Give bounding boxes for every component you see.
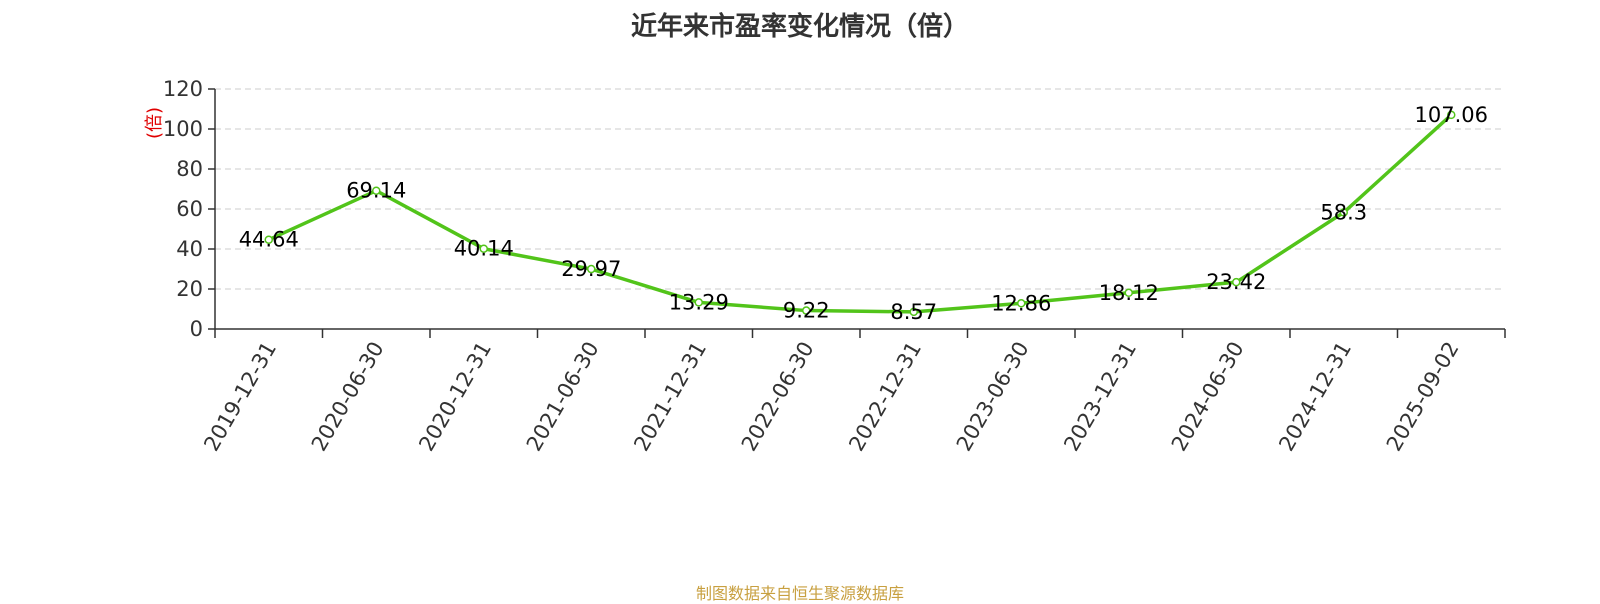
y-tick-label: 120 <box>163 77 203 101</box>
data-label: 9.22 <box>783 299 830 323</box>
x-tick-label: 2021-12-31 <box>629 338 711 456</box>
data-label: 13.29 <box>669 290 729 314</box>
x-tick-label: 2022-12-31 <box>844 338 926 456</box>
x-tick-label: 2023-06-30 <box>952 338 1034 456</box>
data-label: 69.14 <box>346 179 406 203</box>
data-label: 58.3 <box>1320 200 1367 224</box>
data-label: 18.12 <box>1099 281 1159 305</box>
x-tick-label: 2024-06-30 <box>1167 338 1249 456</box>
x-tick-label: 2025-09-02 <box>1382 338 1464 456</box>
y-tick-label: 0 <box>190 317 203 341</box>
data-point <box>587 264 596 274</box>
y-tick-label: 40 <box>176 237 203 261</box>
y-tick-label: 100 <box>163 117 203 141</box>
y-axis-label: (倍) <box>144 107 165 139</box>
y-tick-label: 80 <box>176 157 203 181</box>
x-tick-label: 2020-12-31 <box>414 338 496 456</box>
data-point <box>802 306 811 315</box>
data-source-footer: 制图数据来自恒生聚源数据库 <box>695 584 904 603</box>
data-point <box>1339 208 1348 217</box>
data-point <box>264 235 273 244</box>
data-point <box>479 244 488 253</box>
data-labels: 44.64 69.14 40.14 29.97 13.29 9.22 8.57 12.86 18… <box>239 103 1488 324</box>
data-label: 8.57 <box>890 300 937 324</box>
x-tick-label: 2023-12-31 <box>1059 338 1141 456</box>
axes: 0 20 40 60 80 100 120 2019-12-31 2020-06-30 2020-… <box>163 77 1506 456</box>
y-tick-label: 60 <box>176 197 203 221</box>
data-label: 107.06 <box>1415 103 1488 127</box>
data-point <box>1447 110 1456 120</box>
x-tick-label: 2021-06-30 <box>522 338 604 456</box>
data-point <box>909 307 918 317</box>
data-label: 29.97 <box>561 257 621 281</box>
chart-title: 近年来市盈率变化情况（倍） <box>630 12 969 42</box>
data-label: 12.86 <box>991 291 1051 315</box>
data-point <box>1017 299 1026 308</box>
data-point <box>1124 288 1133 298</box>
series-line <box>268 113 1453 314</box>
data-point <box>372 186 381 195</box>
data-label: 23.42 <box>1206 270 1266 294</box>
data-point <box>694 298 703 307</box>
grid-lines <box>215 88 1505 290</box>
data-label: 40.14 <box>454 237 514 261</box>
x-tick-label: 2020-06-30 <box>307 338 389 456</box>
x-tick-label: 2022-06-30 <box>737 338 819 456</box>
x-tick-label: 2024-12-31 <box>1274 338 1356 456</box>
y-tick-label: 20 <box>176 277 203 301</box>
data-label: 44.64 <box>239 228 299 252</box>
data-point <box>1232 277 1241 287</box>
x-tick-label: 2019-12-31 <box>199 338 281 456</box>
series-pe-ratio <box>264 110 1456 317</box>
